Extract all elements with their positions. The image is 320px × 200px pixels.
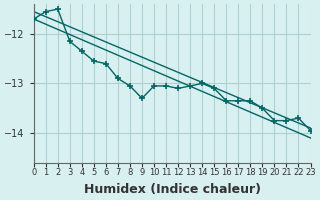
X-axis label: Humidex (Indice chaleur): Humidex (Indice chaleur)	[84, 183, 260, 196]
